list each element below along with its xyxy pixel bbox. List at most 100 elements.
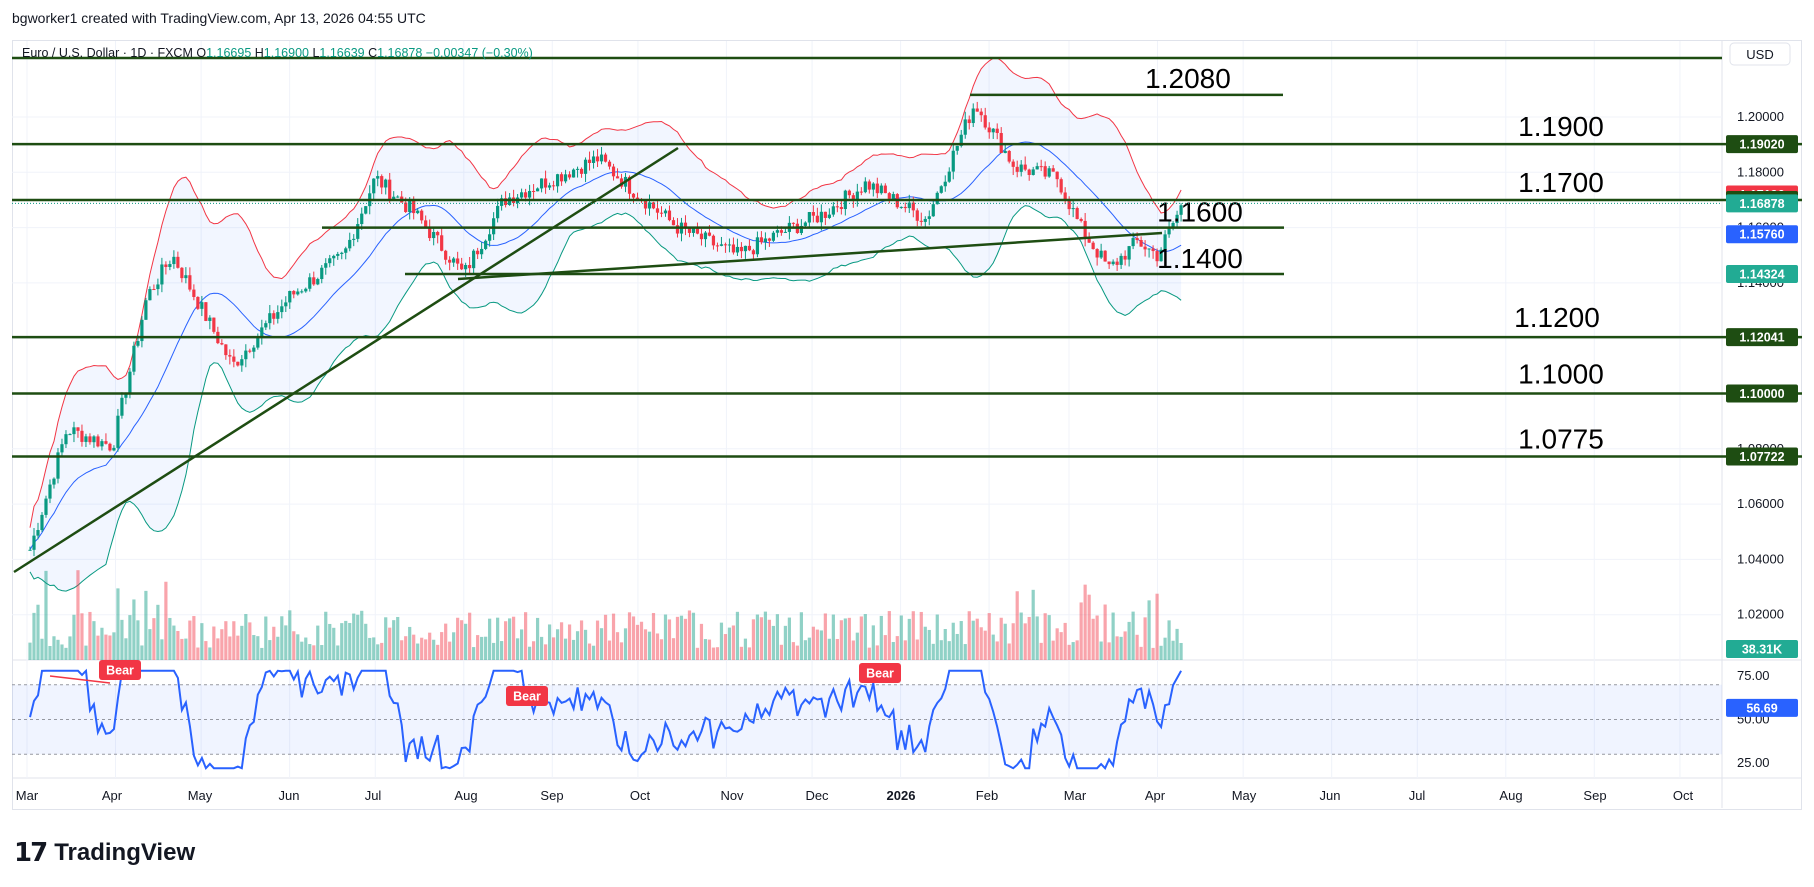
candle-body xyxy=(1127,246,1131,260)
volume-bar xyxy=(44,570,48,660)
candle-body xyxy=(160,264,164,285)
candle-body xyxy=(384,179,388,188)
volume-bar xyxy=(1067,644,1071,660)
volume-bar xyxy=(1087,594,1091,660)
volume-bar xyxy=(1155,593,1159,660)
candle-body xyxy=(76,427,80,431)
volume-bar xyxy=(675,616,680,660)
price-tag-label: 1.15760 xyxy=(1739,228,1784,242)
candle-body xyxy=(1171,222,1175,228)
candle-body xyxy=(36,530,40,536)
volume-bar xyxy=(911,611,915,660)
price-axis: 1.200001.180001.160001.140001.120001.100… xyxy=(1726,42,1798,658)
volume-bar xyxy=(611,613,616,660)
volume-bar xyxy=(488,618,492,660)
volume-bar xyxy=(1043,613,1047,660)
volume-bar xyxy=(248,622,252,660)
drawn-levels: 1.2080 1.1900 1.1700 1.1600 1.1400 1.1200 1.10… xyxy=(12,56,1802,574)
candle-body xyxy=(923,218,927,222)
price-tag-label: 1.10000 xyxy=(1739,387,1784,401)
candle-body xyxy=(228,355,232,357)
tradingview-logo[interactable]: 17 TradingView xyxy=(14,838,195,868)
volume-bar xyxy=(963,644,967,660)
volume-bar xyxy=(156,604,160,660)
time-tick-label: 2026 xyxy=(887,788,916,803)
candle-body xyxy=(651,202,656,209)
volume-bar xyxy=(711,647,716,660)
candle-body xyxy=(220,343,224,345)
volume-bar xyxy=(1147,600,1151,660)
volume-bar xyxy=(959,621,963,660)
candle-body xyxy=(699,233,704,240)
volume-bar xyxy=(396,616,400,660)
volume-bar xyxy=(615,632,620,660)
volume-bar xyxy=(771,625,775,660)
candle-body xyxy=(755,237,760,255)
candle-body xyxy=(871,183,875,190)
volume-bar xyxy=(152,618,156,660)
volume-bar xyxy=(392,620,396,660)
volume-bar xyxy=(651,612,656,660)
volume-bar xyxy=(516,638,520,660)
time-tick-label: Dec xyxy=(805,788,829,803)
volume-bar xyxy=(400,640,404,660)
candle-body xyxy=(80,430,84,442)
volume-bar xyxy=(124,638,128,660)
candle-body xyxy=(943,181,947,187)
candle-body xyxy=(480,248,484,255)
rising-support-line xyxy=(457,231,1163,281)
candle-body xyxy=(64,434,68,445)
candle-body xyxy=(975,108,979,112)
volume-bar xyxy=(635,624,640,660)
volume-bar xyxy=(100,627,104,660)
candle-body xyxy=(551,185,556,187)
candle-body xyxy=(372,178,376,194)
volume-bar xyxy=(280,616,284,660)
candle-body xyxy=(967,119,971,124)
volume-bar xyxy=(92,621,96,660)
candle-body xyxy=(759,237,764,243)
volume-bar xyxy=(683,618,688,660)
candle-body xyxy=(971,108,975,124)
volume-bar xyxy=(244,614,248,660)
candle-body xyxy=(667,210,672,221)
candle-body xyxy=(1175,214,1179,223)
volume-bar xyxy=(1071,642,1075,660)
candle-body xyxy=(899,206,903,208)
volume-bar xyxy=(32,612,36,660)
candle-body xyxy=(603,154,608,162)
volume-bar xyxy=(859,616,863,660)
volume-bar xyxy=(340,623,344,660)
volume-bar xyxy=(839,620,843,660)
volume-bar xyxy=(452,632,456,660)
candle-body xyxy=(911,202,915,211)
volume-bar xyxy=(775,614,779,660)
candle-body xyxy=(907,202,911,209)
volume-bar xyxy=(887,611,891,660)
bollinger-bands xyxy=(29,57,1182,592)
candle-body xyxy=(875,183,879,194)
candle-body xyxy=(575,168,580,170)
candlesticks xyxy=(28,101,1183,557)
volume-bar xyxy=(80,613,84,660)
rsi-tick-label: 75.00 xyxy=(1737,668,1770,683)
volume-bar xyxy=(759,617,764,660)
candle-body xyxy=(212,317,216,332)
volume-bar xyxy=(388,627,392,660)
candle-body xyxy=(208,317,212,321)
uptrend-line xyxy=(13,146,679,574)
candle-body xyxy=(360,213,364,225)
volume-bar xyxy=(987,613,991,660)
volume-bar xyxy=(883,635,887,660)
rsi-tick-label: 25.00 xyxy=(1737,755,1770,770)
symbol-legend[interactable]: Euro / U.S. Dollar · 1D · FXCM O1.16695 … xyxy=(22,46,533,60)
price-tag xyxy=(1726,328,1798,347)
level-label: 1.0775 xyxy=(1518,424,1604,455)
rsi-line xyxy=(29,668,1182,771)
bear-label: Bear xyxy=(106,664,134,678)
volume-bar xyxy=(927,629,931,660)
candle-body xyxy=(1051,168,1055,172)
time-tick-label: Jul xyxy=(1409,788,1426,803)
